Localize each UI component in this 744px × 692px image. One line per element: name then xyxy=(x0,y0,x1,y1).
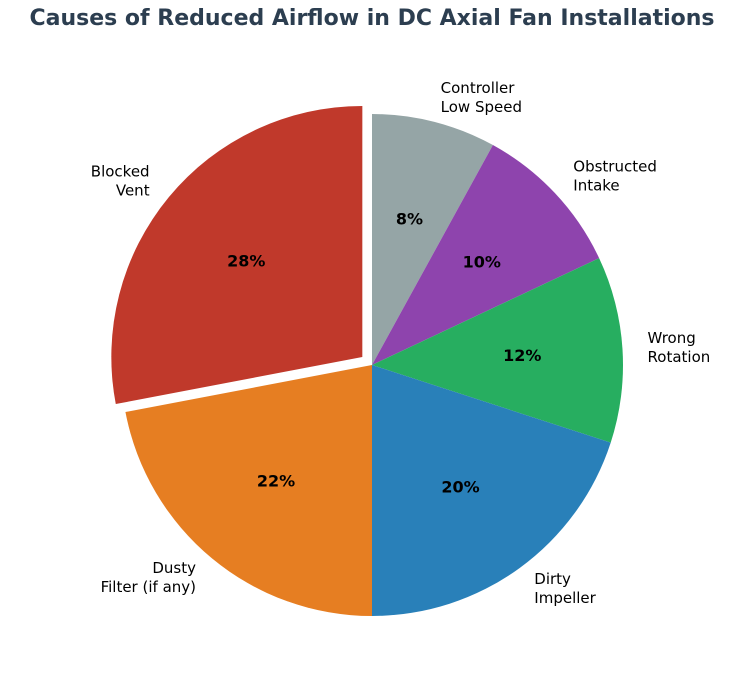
slice-label-obstructed-intake: Obstructed Intake xyxy=(573,157,657,194)
pct-label-blocked-vent: 28% xyxy=(227,252,265,271)
pie-slice-controller-low-speed xyxy=(372,114,493,365)
slice-label-dusty-filter-if-any: Dusty Filter (if any) xyxy=(101,559,197,596)
pct-label-wrong-rotation: 12% xyxy=(503,346,541,365)
pie-slice-blocked-vent xyxy=(111,106,363,405)
pie-slice-wrong-rotation xyxy=(372,258,623,443)
slice-label-blocked-vent: Blocked Vent xyxy=(91,163,150,200)
pct-label-controller-low-speed: 8% xyxy=(396,210,423,229)
slice-label-dirty-impeller: Dirty Impeller xyxy=(534,570,596,607)
pie-slice-obstructed-intake xyxy=(372,145,600,365)
pie-slice-dusty-filter-if-any xyxy=(125,365,373,616)
pie-slice-dirty-impeller xyxy=(372,365,611,616)
pct-label-dusty-filter-if-any: 22% xyxy=(257,472,295,491)
pct-label-dirty-impeller: 20% xyxy=(441,477,479,496)
slice-label-wrong-rotation: Wrong Rotation xyxy=(648,329,711,366)
chart-title: Causes of Reduced Airflow in DC Axial Fa… xyxy=(29,6,715,31)
pct-label-obstructed-intake: 10% xyxy=(463,252,501,271)
slice-label-controller-low-speed: Controller Low Speed xyxy=(441,79,522,116)
